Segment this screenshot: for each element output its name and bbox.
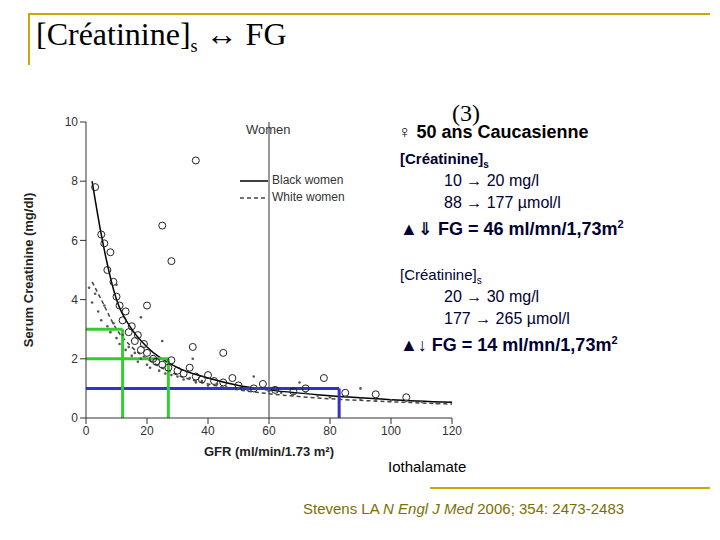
svg-text:120: 120 [442,424,462,438]
html-text:20 → 30 mg/l: 20 → 30 mg/l [444,288,540,305]
svg-text:100: 100 [381,424,401,438]
html-text:♀ 50 ans Caucasienne: ♀ 50 ans Caucasienne [398,122,589,142]
svg-text:20: 20 [140,424,154,438]
html-text:White women: White women [272,190,345,204]
svg-text:GFR (ml/min/1.73 m²): GFR (ml/min/1.73 m²) [204,444,334,459]
svg-text:6: 6 [71,234,78,248]
html-text:Iothalamate: Iothalamate [388,458,467,475]
html-text:Women: Women [246,122,291,137]
svg-text:80: 80 [323,424,337,438]
svg-text:10: 10 [65,115,79,129]
svg-text:4: 4 [71,293,78,307]
html-text:Black women: Black women [272,173,344,187]
html-text:▲⇓ FG = 46 ml/mn/1,73m2: ▲⇓ FG = 46 ml/mn/1,73m2 [400,218,624,239]
svg-text:60: 60 [262,424,276,438]
html-text:[Créatinine]s↔ FG: [Créatinine]s↔ FG [36,16,287,57]
svg-text:Serum Creatinine (mg/dl): Serum Creatinine (mg/dl) [21,193,36,348]
html-text:(3): (3) [452,100,480,126]
html-text:[Créatinine]s: [Créatinine]s [400,266,482,286]
html-text:▲↓ FG = 14 ml/mn/1,73m2: ▲↓ FG = 14 ml/mn/1,73m2 [400,334,618,355]
svg-text:0: 0 [71,411,78,425]
svg-text:2: 2 [71,352,78,366]
html-text:[Créatinine]s: [Créatinine]s [400,150,489,170]
html-text:88 → 177 µmol/l: 88 → 177 µmol/l [444,194,561,211]
svg-text:40: 40 [201,424,215,438]
html-text:177 → 265 µmol/l: 177 → 265 µmol/l [444,310,570,327]
html-text:10 → 20 mg/l: 10 → 20 mg/l [444,172,540,189]
svg-text:0: 0 [83,424,90,438]
html-text:Stevens LA N Engl J Med 2006;: Stevens LA N Engl J Med 2006; 354: 2473-… [303,500,625,517]
svg-text:8: 8 [71,174,78,188]
